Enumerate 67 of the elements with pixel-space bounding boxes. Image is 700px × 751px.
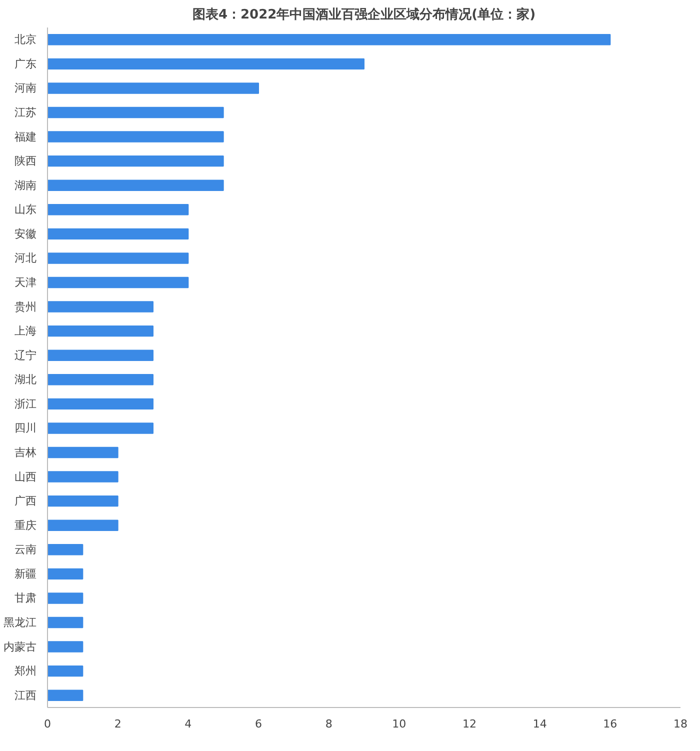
bar	[48, 252, 189, 264]
y-tick-label: 江苏	[14, 106, 36, 119]
x-tick-label: 12	[462, 718, 476, 730]
y-tick-label: 黑龙江	[4, 616, 36, 629]
y-tick-label: 甘肃	[14, 592, 36, 605]
bar	[48, 374, 154, 386]
bar	[48, 34, 611, 46]
bar	[48, 301, 154, 312]
bar	[48, 398, 154, 410]
bar	[48, 58, 364, 70]
y-tick-label: 山东	[14, 203, 36, 216]
bar	[48, 616, 84, 628]
x-tick-label: 14	[532, 718, 547, 730]
y-tick-label: 天津	[14, 276, 36, 289]
y-tick-label: 新疆	[14, 567, 36, 580]
y-tick-label: 内蒙古	[4, 640, 36, 654]
y-tick-label: 山西	[14, 470, 36, 484]
bar	[48, 690, 84, 701]
y-tick-label: 浙江	[14, 397, 36, 410]
x-tick-label: 0	[44, 718, 51, 730]
y-tick-label: 安徽	[14, 227, 36, 240]
bar	[48, 495, 118, 507]
bar	[48, 665, 84, 677]
bar	[48, 106, 224, 118]
bar	[48, 131, 224, 142]
y-tick-label: 福建	[14, 130, 36, 144]
bar	[48, 592, 84, 604]
bar	[48, 350, 154, 361]
y-tick-label: 北京	[14, 33, 36, 46]
bar	[48, 544, 84, 556]
y-tick-label: 四川	[14, 422, 36, 435]
x-tick-label: 16	[603, 718, 618, 730]
x-tick-label: 6	[255, 718, 262, 730]
bar	[48, 276, 189, 288]
bar	[48, 471, 118, 482]
x-tick-label: 4	[184, 718, 192, 730]
bar	[48, 325, 154, 337]
x-tick-label: 8	[325, 718, 332, 730]
y-tick-label: 辽宁	[14, 348, 36, 362]
y-tick-label: 广西	[14, 494, 36, 508]
bar	[48, 568, 84, 580]
chart-title: 图表4：2022年中国酒业百强企业区域分布情况(单位：家)	[192, 6, 536, 22]
x-tick-label: 2	[114, 718, 122, 730]
bar	[48, 422, 154, 434]
y-tick-label: 广东	[14, 57, 36, 70]
y-tick-label: 上海	[14, 324, 36, 338]
y-tick-label: 郑州	[14, 664, 36, 678]
bar	[48, 641, 84, 652]
y-tick-label: 江西	[14, 688, 36, 702]
y-tick-label: 陕西	[14, 154, 36, 168]
bar	[48, 228, 189, 240]
x-tick-label: 18	[674, 718, 688, 730]
bar	[48, 82, 259, 94]
y-tick-label: 云南	[14, 543, 36, 556]
x-tick-label: 10	[392, 718, 406, 730]
bar	[48, 520, 118, 531]
y-tick-label: 重庆	[14, 518, 36, 532]
y-tick-label: 湖北	[14, 373, 36, 386]
bar	[48, 446, 118, 458]
y-tick-label: 河北	[14, 252, 36, 265]
bar	[48, 180, 224, 191]
y-tick-label: 河南	[14, 82, 36, 95]
bar	[48, 155, 224, 167]
y-tick-label: 贵州	[14, 300, 36, 314]
bar	[48, 204, 189, 216]
y-tick-label: 湖南	[14, 178, 36, 192]
y-tick-label: 吉林	[14, 446, 36, 459]
